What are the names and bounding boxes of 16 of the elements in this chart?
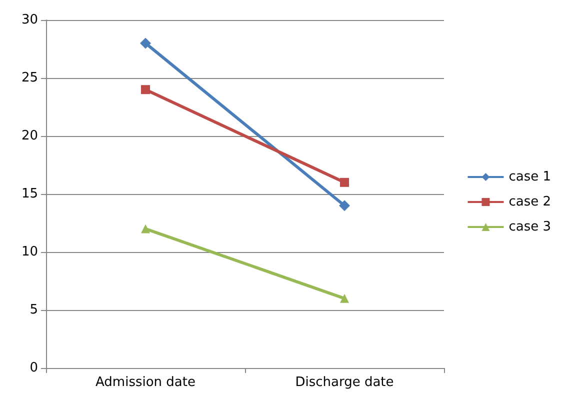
y-tick-label: 5 [30,302,38,318]
point [340,178,349,187]
point [140,38,151,49]
point [141,85,150,94]
y-tick-label: 30 [21,12,38,28]
y-tick-label: 25 [21,70,38,86]
y-tick-label: 15 [21,186,38,202]
y-tick-label: 20 [21,128,38,144]
y-tick-label: 10 [21,244,38,260]
legend-label: case 2 [508,194,552,210]
legend-label: case 1 [508,170,552,184]
y-tick-label: 0 [30,360,38,376]
x-tick-label: Admission date [96,375,196,390]
x-tick-label: Discharge date [295,375,394,390]
legend-label: case 3 [508,220,552,234]
point [339,200,350,212]
